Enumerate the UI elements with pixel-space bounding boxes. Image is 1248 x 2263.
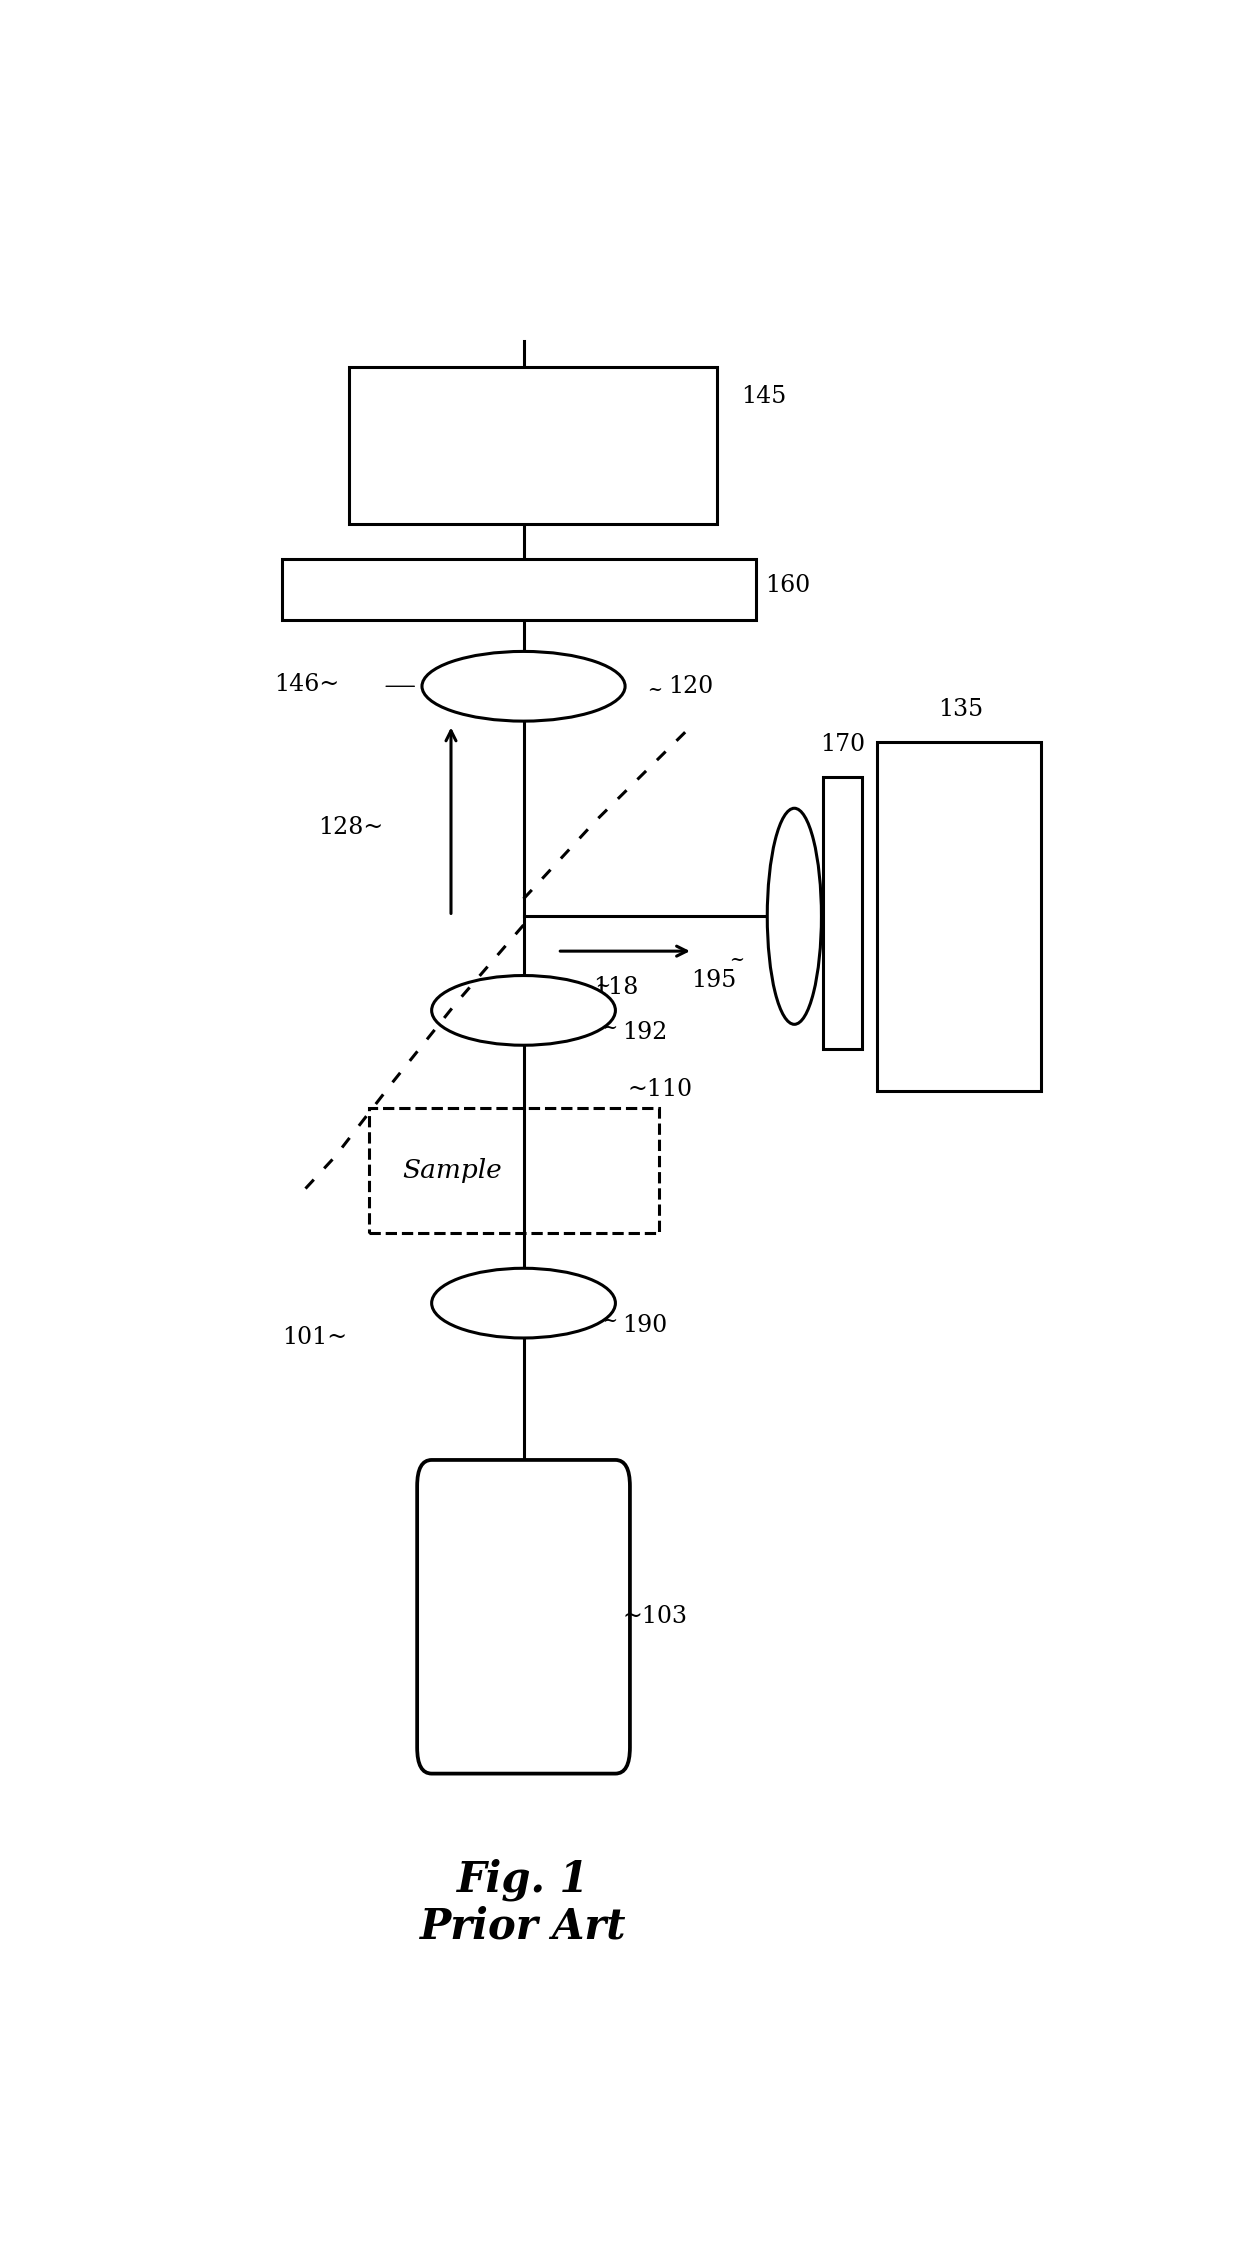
Text: ~103: ~103: [623, 1604, 688, 1629]
Text: 128~: 128~: [318, 817, 383, 840]
Text: 101~: 101~: [282, 1326, 347, 1349]
Text: Prior Art: Prior Art: [421, 1905, 626, 1948]
Text: 170: 170: [820, 733, 865, 756]
Text: 135: 135: [937, 697, 983, 722]
Bar: [282, 559, 755, 620]
Text: ~: ~: [729, 950, 744, 969]
Bar: [369, 1109, 659, 1233]
Bar: [349, 367, 716, 525]
Text: ~: ~: [595, 978, 610, 996]
Ellipse shape: [432, 975, 615, 1046]
Text: 118: 118: [593, 975, 638, 998]
Text: Sample: Sample: [403, 1159, 503, 1184]
Text: 160: 160: [765, 575, 811, 597]
Text: 145: 145: [741, 385, 786, 407]
Ellipse shape: [432, 1267, 615, 1337]
Bar: [876, 742, 1041, 1091]
Text: ~: ~: [603, 1313, 618, 1331]
FancyBboxPatch shape: [417, 1460, 630, 1774]
Text: ~: ~: [603, 1018, 618, 1036]
Text: 192: 192: [623, 1021, 668, 1043]
Ellipse shape: [768, 808, 821, 1025]
Text: 146~: 146~: [275, 672, 339, 697]
Text: 195: 195: [691, 969, 736, 991]
Text: ~110: ~110: [628, 1077, 693, 1102]
Text: ~: ~: [646, 681, 661, 699]
Ellipse shape: [422, 652, 625, 722]
Text: Fig. 1: Fig. 1: [457, 1858, 590, 1901]
Text: 190: 190: [623, 1313, 668, 1337]
Bar: [824, 776, 862, 1048]
Text: 120: 120: [669, 674, 714, 699]
